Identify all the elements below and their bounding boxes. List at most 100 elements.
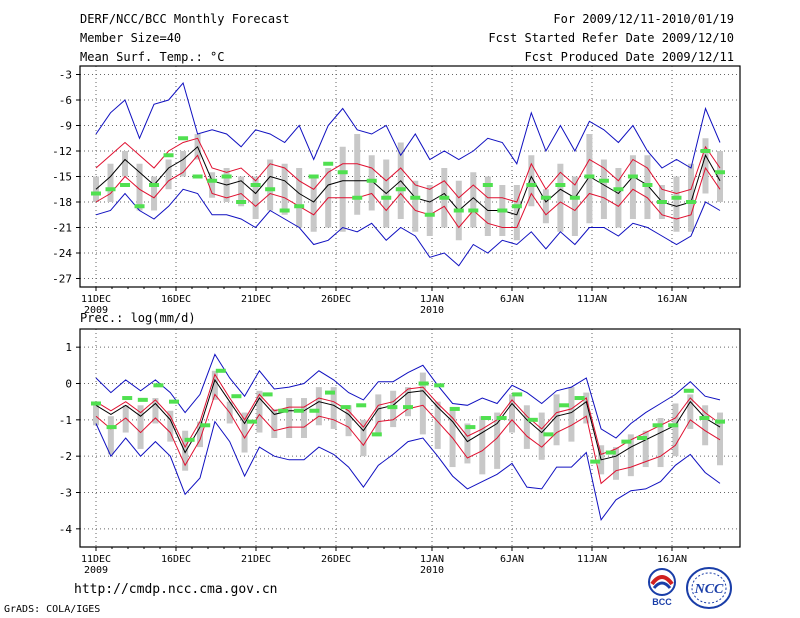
prec-spread-box [583, 392, 590, 424]
prec-series-lower-outer [95, 420, 721, 521]
temp-y-tick-label: -24 [52, 247, 72, 260]
temp-observed-mark [250, 183, 261, 187]
prec-observed-mark [543, 432, 554, 437]
temp-x-tick-label: 11JAN [577, 294, 607, 305]
prec-spread-box [672, 403, 679, 457]
temp-spread-box [470, 172, 477, 228]
prec-observed-mark [184, 437, 195, 442]
prec-spread-box [405, 387, 411, 417]
temp-x-tick-label: 21DEC [241, 294, 271, 305]
prec-observed-mark [527, 417, 538, 422]
prec-observed-mark [371, 432, 382, 437]
prec-spread-box [509, 394, 515, 433]
prec-spread-box [167, 410, 174, 442]
temp-spread-box [615, 168, 622, 228]
prec-y-tick-label: -3 [59, 487, 72, 500]
prec-x-tick-label: 16DEC [161, 554, 191, 565]
temp-observed-mark [584, 174, 595, 179]
temp-observed-mark [294, 204, 305, 209]
temp-x-tick-label: 16JAN [657, 294, 687, 305]
prec-spread-box [330, 387, 337, 429]
temp-observed-mark [424, 212, 435, 217]
temp-observed-mark [569, 195, 580, 200]
fcst-started-label: Fcst Started Refer Date 2009/12/10 [488, 31, 734, 45]
prec-observed-mark [200, 423, 211, 428]
prec-spread-box [449, 407, 456, 468]
prec-x-tick-label: 11JAN [577, 554, 607, 565]
temp-spread-box [107, 163, 114, 202]
prec-spread-box [93, 401, 99, 426]
prec-spread-box [375, 394, 382, 437]
prec-spread-box [494, 412, 501, 469]
temp-y-tick-label: -18 [52, 196, 72, 209]
temp-y-tick-label: -12 [52, 145, 72, 158]
prec-observed-mark [340, 405, 351, 410]
prec-observed-mark [137, 397, 148, 402]
prec-x-tick-label: 1JAN [420, 554, 444, 565]
prec-spread-box [568, 387, 575, 442]
temp-observed-mark [526, 183, 537, 187]
temp-spread-box [513, 185, 520, 241]
temp-spread-box [151, 176, 158, 211]
temp-observed-mark [366, 178, 377, 183]
temp-series-lower-outer [95, 188, 721, 267]
ncc-logo-text: NCC [694, 582, 724, 597]
temp-observed-mark [598, 178, 609, 183]
temp-observed-mark [540, 195, 551, 200]
temp-observed-mark [192, 174, 203, 179]
temp-series-mean [95, 145, 721, 216]
temp-x-tick-label: 11DEC [81, 294, 111, 305]
temp-plot-frame [79, 65, 741, 288]
prec-observed-mark [231, 394, 242, 399]
temp-spread-box [180, 151, 187, 177]
prec-x-tick-label: 6JAN [500, 554, 524, 565]
prec-spread-box [627, 434, 634, 477]
temp-observed-mark [279, 208, 290, 213]
prec-observed-mark [683, 388, 694, 393]
prec-observed-mark [262, 392, 273, 397]
prec-observed-mark [449, 406, 460, 411]
temp-observed-mark [511, 204, 522, 209]
variable-label-temp: Mean Surf. Temp.: °C [80, 50, 225, 64]
temp-series-upper-inner [95, 137, 721, 203]
temp-observed-mark [671, 195, 682, 200]
temp-spread-box [571, 176, 578, 236]
prec-observed-mark [403, 405, 413, 410]
prec-observed-mark [637, 436, 647, 440]
prec-y-tick-label: 0 [65, 378, 72, 391]
temp-x-year-label: 2009 [84, 305, 108, 316]
temp-spread-box [644, 155, 651, 219]
prec-observed-mark [293, 408, 304, 413]
temp-observed-mark [120, 183, 131, 187]
footer-url[interactable]: http://cmdp.ncc.cma.gov.cn [74, 582, 278, 597]
temp-spread-box [368, 155, 375, 211]
prec-spread-box [122, 405, 129, 433]
temp-observed-mark [134, 204, 145, 209]
temp-spread-box [281, 163, 288, 215]
temp-spread-box [136, 163, 143, 211]
prec-observed-mark [434, 383, 445, 388]
temp-observed-mark [207, 178, 218, 183]
temp-observed-mark [352, 195, 363, 200]
temp-observed-mark [91, 191, 101, 196]
temp-spread-box [629, 155, 636, 219]
temp-x-tick-label: 26DEC [321, 294, 351, 305]
prec-observed-mark [699, 416, 710, 421]
temp-observed-mark [497, 208, 508, 213]
temp-observed-mark [395, 187, 406, 192]
temp-spread-box [412, 180, 419, 232]
prec-observed-mark [465, 425, 476, 430]
temp-observed-mark [468, 208, 479, 213]
prec-series-mean [95, 378, 721, 461]
prec-observed-mark [106, 425, 117, 430]
temp-y-tick-label: -6 [59, 94, 72, 107]
temp-observed-mark [453, 208, 464, 213]
grads-credit: GrADS: COLA/IGES [4, 604, 101, 615]
temp-spread-box [717, 151, 723, 202]
temp-series-lower-inner [95, 154, 721, 229]
bcc-logo: BCC [648, 568, 676, 607]
prec-x-tick-label: 26DEC [321, 554, 351, 565]
temp-x-tick-label: 16DEC [161, 294, 191, 305]
prec-spread-box [345, 405, 352, 437]
